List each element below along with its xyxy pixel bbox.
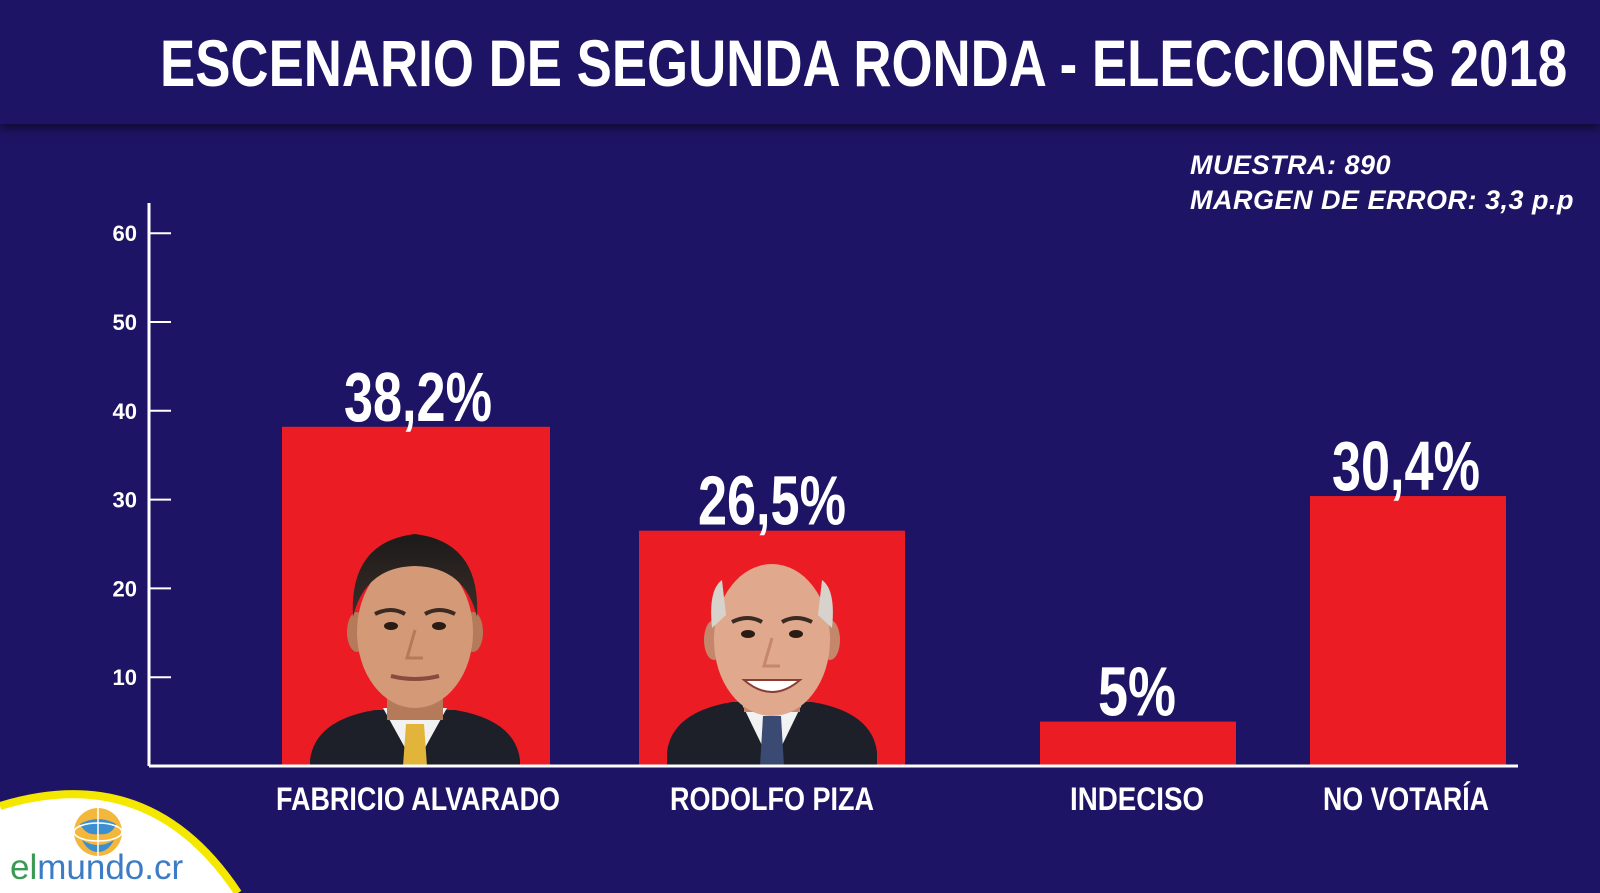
bar-3 (1040, 721, 1236, 766)
y-tick-label: 20 (113, 576, 137, 601)
value-label-1: 38,2% (344, 358, 492, 436)
y-tick-label: 60 (113, 221, 137, 246)
page-title: ESCENARIO DE SEGUNDA RONDA - ELECCIONES … (160, 26, 1568, 100)
portraits (310, 534, 877, 766)
y-tick-label: 30 (113, 488, 137, 513)
portrait-rodolfo-piza (667, 564, 877, 766)
value-labels: 38,2% 26,5% 5% 30,4% (344, 358, 1480, 731)
category-label-1: FABRICIO ALVARADO (276, 781, 560, 817)
category-label-3: INDECISO (1070, 781, 1204, 817)
y-tick-label: 10 (113, 665, 137, 690)
y-tick-label: 40 (113, 399, 137, 424)
value-label-2: 26,5% (698, 462, 846, 540)
category-labels: FABRICIO ALVARADO RODOLFO PIZA INDECISO NO … (276, 781, 1489, 817)
y-axis: 10 20 30 40 50 60 (113, 221, 171, 690)
y-tick-label: 50 (113, 310, 137, 335)
bar-4 (1310, 496, 1506, 766)
sample-size: MUESTRA: 890 (1190, 150, 1392, 180)
value-label-4: 30,4% (1332, 427, 1480, 505)
value-label-3: 5% (1098, 653, 1176, 731)
portrait-fabricio-alvarado (310, 534, 520, 766)
axis-lines (147, 203, 1518, 768)
header-bar: ESCENARIO DE SEGUNDA RONDA - ELECCIONES … (0, 0, 1600, 124)
margin-of-error: MARGEN DE ERROR: 3,3 p.p (1190, 185, 1575, 215)
category-label-2: RODOLFO PIZA (670, 781, 874, 817)
category-label-4: NO VOTARÍA (1323, 781, 1489, 817)
survey-meta: MUESTRA: 890 MARGEN DE ERROR: 3,3 p.p (1190, 148, 1574, 218)
